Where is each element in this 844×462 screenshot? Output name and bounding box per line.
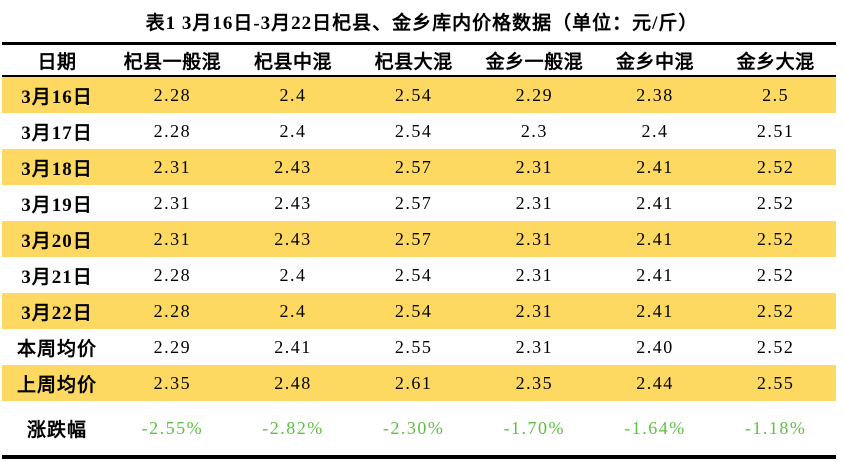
price-cell: 2.5 — [715, 76, 836, 113]
price-cell: 2.52 — [715, 149, 836, 185]
change-cell: -1.64% — [624, 417, 686, 438]
price-cell: 2.4 — [232, 76, 354, 113]
price-cell: 2.31 — [515, 264, 554, 285]
price-cell: 2.54 — [394, 264, 433, 285]
price-cell: 2.41 — [594, 293, 716, 329]
price-cell: 2.31 — [474, 221, 595, 257]
price-cell: 2.4 — [641, 120, 669, 141]
table-row: 3月22日 2.28 2.4 2.54 2.31 2.41 2.52 — [2, 293, 836, 329]
table-row: 3月20日 2.31 2.43 2.57 2.31 2.41 2.52 — [2, 221, 836, 257]
price-cell: 2.31 — [515, 192, 554, 213]
price-cell: 2.38 — [594, 76, 716, 113]
table-row: 上周均价 2.35 2.48 2.61 2.35 2.44 2.55 — [2, 365, 836, 401]
price-cell: 2.52 — [756, 264, 795, 285]
price-cell: 2.31 — [515, 336, 554, 357]
price-cell: 2.3 — [520, 120, 548, 141]
column-header: 金乡一般混 — [474, 43, 595, 77]
row-label: 3月20日 — [2, 221, 113, 257]
table-row: 3月19日 2.31 2.43 2.57 2.31 2.41 2.52 — [2, 185, 836, 221]
price-cell: 2.31 — [112, 149, 233, 185]
price-cell: 2.41 — [274, 336, 312, 357]
price-cell: 2.52 — [715, 293, 836, 329]
price-cell: 2.41 — [594, 221, 716, 257]
change-cell: -1.18% — [744, 417, 807, 438]
price-cell: 2.61 — [353, 365, 474, 401]
price-cell: 2.55 — [715, 365, 836, 401]
column-header-date: 日期 — [2, 43, 113, 77]
price-cell: 2.54 — [353, 293, 474, 329]
change-cell: -2.55% — [141, 417, 204, 438]
table-row: 3月16日 2.28 2.4 2.54 2.29 2.38 2.5 — [2, 76, 836, 113]
row-label: 3月18日 — [2, 149, 113, 185]
price-cell: 2.54 — [353, 76, 474, 113]
price-cell: 2.31 — [112, 221, 233, 257]
price-cell: 2.41 — [636, 264, 674, 285]
table-container: 日期 杞县一般混 杞县中混 杞县大混 金乡一般混 金乡中混 金乡大混 3月16日 2.28 2.… — [2, 42, 836, 459]
price-cell: 2.28 — [153, 264, 192, 285]
price-cell: 2.41 — [636, 192, 674, 213]
table-row: 3月17日 2.28 2.4 2.54 2.3 2.4 2.51 — [2, 113, 836, 149]
price-cell: 2.31 — [474, 149, 595, 185]
row-label: 3月22日 — [2, 293, 113, 329]
table-row: 本周均价 2.29 2.41 2.55 2.31 2.40 2.52 — [2, 329, 836, 365]
table-body: 3月16日 2.28 2.4 2.54 2.29 2.38 2.5 3月17日 2.28 2.4 2… — [2, 76, 836, 457]
price-cell: 2.57 — [394, 192, 433, 213]
table-title: 表1 3月16日-3月22日杞县、金乡库内价格数据（单位：元/斤） — [145, 13, 699, 34]
table-header: 日期 杞县一般混 杞县中混 杞县大混 金乡一般混 金乡中混 金乡大混 — [2, 43, 836, 77]
price-cell: 2.57 — [353, 221, 474, 257]
table-row: 涨跌幅 -2.55% -2.82% -2.30% -1.70% -1.64% -1.18% — [2, 401, 836, 457]
column-header: 金乡中混 — [594, 43, 716, 77]
price-cell: 2.43 — [232, 221, 354, 257]
price-cell: 2.52 — [715, 221, 836, 257]
column-header: 杞县一般混 — [112, 43, 233, 77]
price-cell: 2.4 — [232, 293, 354, 329]
price-cell: 2.40 — [636, 336, 674, 357]
price-cell: 2.57 — [353, 149, 474, 185]
price-cell: 2.31 — [474, 293, 595, 329]
row-label: 上周均价 — [2, 365, 113, 401]
price-cell: 2.54 — [394, 120, 433, 141]
change-cell: -1.70% — [503, 417, 566, 438]
price-cell: 2.31 — [153, 192, 192, 213]
column-header: 杞县中混 — [232, 43, 354, 77]
price-cell: 2.28 — [112, 76, 233, 113]
price-cell: 2.43 — [274, 192, 312, 213]
price-cell: 2.41 — [594, 149, 716, 185]
price-cell: 2.51 — [756, 120, 795, 141]
price-cell: 2.28 — [153, 120, 192, 141]
price-table: 日期 杞县一般混 杞县中混 杞县大混 金乡一般混 金乡中混 金乡大混 3月16日 2.28 2.… — [2, 42, 836, 459]
row-label: 3月19日 — [21, 194, 93, 216]
price-cell: 2.52 — [756, 336, 795, 357]
price-cell: 2.52 — [756, 192, 795, 213]
row-label: 本周均价 — [17, 338, 98, 360]
price-cell: 2.48 — [232, 365, 354, 401]
table-row: 3月18日 2.31 2.43 2.57 2.31 2.41 2.52 — [2, 149, 836, 185]
price-cell: 2.4 — [279, 264, 307, 285]
row-label: 3月21日 — [21, 266, 93, 288]
price-cell: 2.29 — [153, 336, 192, 357]
row-label: 涨跌幅 — [27, 419, 88, 441]
price-cell: 2.35 — [474, 365, 595, 401]
price-cell: 2.29 — [474, 76, 595, 113]
change-cell: -2.30% — [382, 417, 445, 438]
change-cell: -2.82% — [262, 417, 324, 438]
column-header: 杞县大混 — [353, 43, 474, 77]
price-cell: 2.55 — [394, 336, 433, 357]
price-cell: 2.44 — [594, 365, 716, 401]
row-label: 3月16日 — [2, 76, 113, 113]
table-row: 3月21日 2.28 2.4 2.54 2.31 2.41 2.52 — [2, 257, 836, 293]
price-cell: 2.28 — [112, 293, 233, 329]
price-cell: 2.35 — [112, 365, 233, 401]
row-label: 3月17日 — [21, 122, 93, 144]
price-cell: 2.43 — [232, 149, 354, 185]
price-cell: 2.4 — [279, 120, 307, 141]
header-row: 日期 杞县一般混 杞县中混 杞县大混 金乡一般混 金乡中混 金乡大混 — [2, 43, 836, 77]
column-header: 金乡大混 — [715, 43, 836, 77]
